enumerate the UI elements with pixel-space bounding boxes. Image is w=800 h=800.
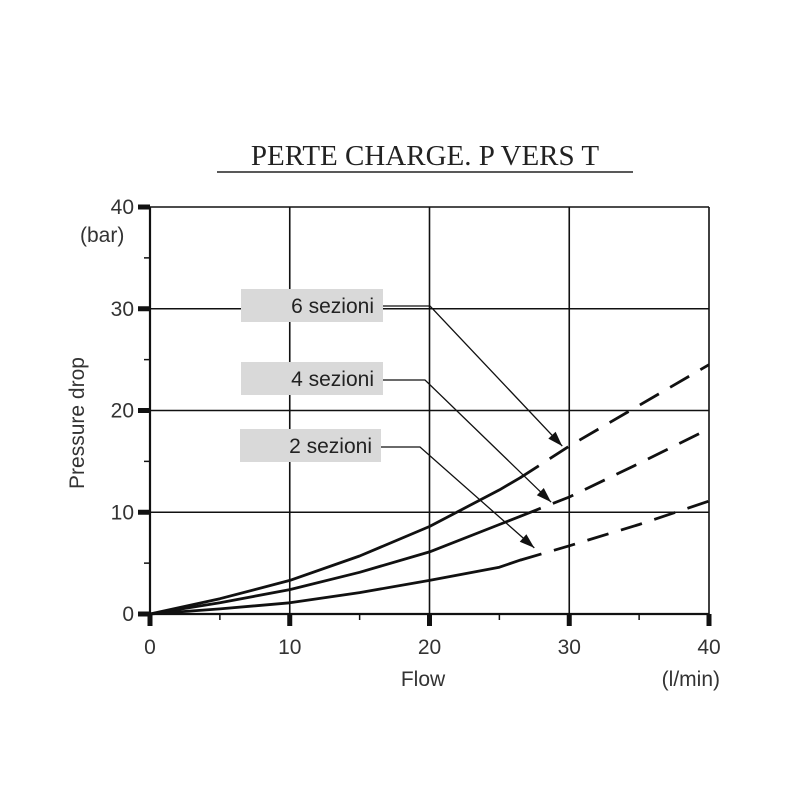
series-labels: 6 sezioni 4 sezioni 2 sezioni [240,289,563,549]
label-text: 4 sezioni [291,368,374,391]
x-tick-label-4: 40 [697,636,720,659]
x-major-tick-1 [287,614,293,626]
x-tick-label-3: 30 [558,636,581,659]
label-box [241,362,383,395]
arrow-head [519,534,535,548]
x-major-tick-3 [566,614,572,626]
series-6-sezioni-dashed [519,363,710,479]
leader-line [383,305,563,447]
series-4-sezioni-solid [148,514,522,616]
label-2-sezioni: 2 sezioni [240,429,535,549]
series-2-sezioni-dashed [519,499,710,562]
x-tick-label-0: 0 [144,636,156,659]
y-major-tick-2 [138,408,150,413]
y-axis-unit: (bar) [80,224,124,247]
chart-title: PERTE CHARGE. P VERS T [251,140,599,172]
y-tick-label-4: 40 [111,196,134,219]
x-axis-label: Flow [401,668,446,691]
y-tick-label-0: 0 [122,603,134,626]
label-4-sezioni: 4 sezioni [241,362,552,503]
label-text: 6 sezioni [291,295,374,318]
series-6-sezioni-solid [148,476,522,616]
series-lines [148,363,710,616]
y-tick-label-1: 10 [111,501,134,524]
label-box [241,289,383,322]
x-major-tick-0 [147,614,153,626]
grid [150,206,710,614]
arrow-head [548,431,563,447]
arrow-head [536,488,552,503]
x-major-tick-4 [706,614,712,626]
label-box [240,429,381,462]
axes: 0 10 20 30 40 0 10 20 30 40 [111,196,721,659]
x-major-tick-2 [427,614,432,626]
y-major-tick-1 [138,509,150,515]
label-text: 2 sezioni [289,435,372,458]
series-4-sezioni-dashed [519,427,710,518]
series-2-sezioni-solid [148,558,522,616]
y-major-tick-3 [138,306,150,312]
y-tick-label-2: 20 [111,400,134,423]
y-major-tick-4 [138,204,150,210]
x-tick-label-2: 20 [418,636,441,659]
x-axis-unit: (l/min) [662,668,720,691]
label-6-sezioni: 6 sezioni [241,289,563,447]
leader-line [383,379,552,503]
leader-line [381,446,535,549]
y-tick-label-3: 30 [111,298,134,321]
x-tick-label-1: 10 [278,636,301,659]
y-major-tick-0 [138,611,150,617]
y-axis-label: Pressure drop [66,357,89,489]
